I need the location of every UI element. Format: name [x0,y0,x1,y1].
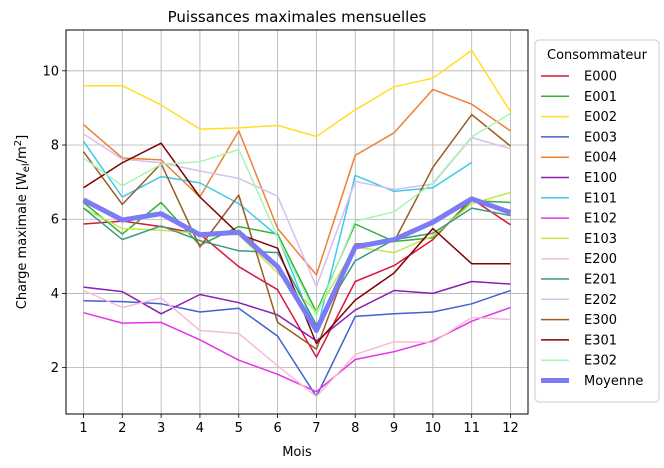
legend-label-e003: E003 [584,130,617,145]
y-axis-label: Charge maximale [Wel/m2] [13,135,32,309]
chart-title: Puissances maximales mensuelles [168,8,427,26]
series-line-e300 [82,113,511,350]
x-tick-label: 11 [463,421,480,436]
legend-items: E000 E001 E002 E003 E004 E100 E101 E102 E103 E200… [541,70,643,389]
x-tick-label: 7 [312,421,320,436]
x-tick-label: 9 [390,421,398,436]
series-lines [82,49,512,398]
series-line-e004 [83,88,511,276]
y-axis-label-main: Charge maximale [W [15,172,30,309]
y-tick-label: 2 [51,361,59,376]
legend-label-e101: E101 [584,191,617,206]
series-line-e002 [83,49,512,138]
legend-label-e102: E102 [584,212,617,227]
legend-label-e302: E302 [584,354,617,369]
legend-label-e002: E002 [584,110,617,125]
series-line-e100 [83,280,511,342]
legend-label-e202: E202 [584,293,617,308]
legend-box [534,39,660,403]
series-line-e000 [83,198,511,358]
x-axis-ticks: 1 2 3 4 5 6 7 8 9 10 11 12 [79,414,519,436]
y-axis-ticks: 2 4 6 8 10 [42,64,66,376]
legend-label-e000: E000 [584,70,617,85]
legend-label-e301: E301 [584,333,617,348]
y-tick-label: 4 [51,287,59,302]
y-tick-label: 8 [51,139,59,154]
series-line-e200 [83,289,511,398]
legend-label-e300: E300 [584,313,617,328]
y-axis-label-subscript: el [21,163,32,172]
series-line-e001 [83,199,511,313]
series-line-e103 [83,191,511,313]
plot-frame [65,29,529,415]
y-axis-label-close: ] [15,135,30,140]
legend: Consommateur E000 E001 E002 E003 E004 E100 E10… [534,39,660,403]
x-tick-label: 4 [196,421,204,436]
x-tick-label: 6 [273,421,281,436]
x-axis-label: Mois [282,445,312,460]
y-axis-label-superscript: 2 [13,140,24,146]
series-line-e201 [83,207,511,326]
y-axis-label-denominator: /m [15,146,30,163]
x-tick-label: 5 [235,421,243,436]
legend-label-e201: E201 [584,273,617,288]
x-tick-label: 3 [157,421,165,436]
x-tick-label: 1 [79,421,87,436]
series-line-moyenne [82,196,512,333]
series-line-e003 [83,289,511,398]
x-tick-label: 12 [502,421,519,436]
legend-label-e100: E100 [584,171,617,186]
y-tick-label: 10 [42,64,59,79]
y-tick-label: 6 [51,213,59,228]
legend-label-e001: E001 [584,90,617,105]
legend-label-e200: E200 [584,252,617,267]
x-tick-label: 8 [351,421,359,436]
x-tick-label: 2 [118,421,126,436]
series-line-e302 [83,112,511,317]
x-tick-label: 10 [425,421,442,436]
legend-title: Consommateur [547,48,648,63]
legend-label-moyenne: Moyenne [584,374,643,389]
legend-label-e103: E103 [584,232,617,247]
legend-label-e004: E004 [584,151,617,166]
